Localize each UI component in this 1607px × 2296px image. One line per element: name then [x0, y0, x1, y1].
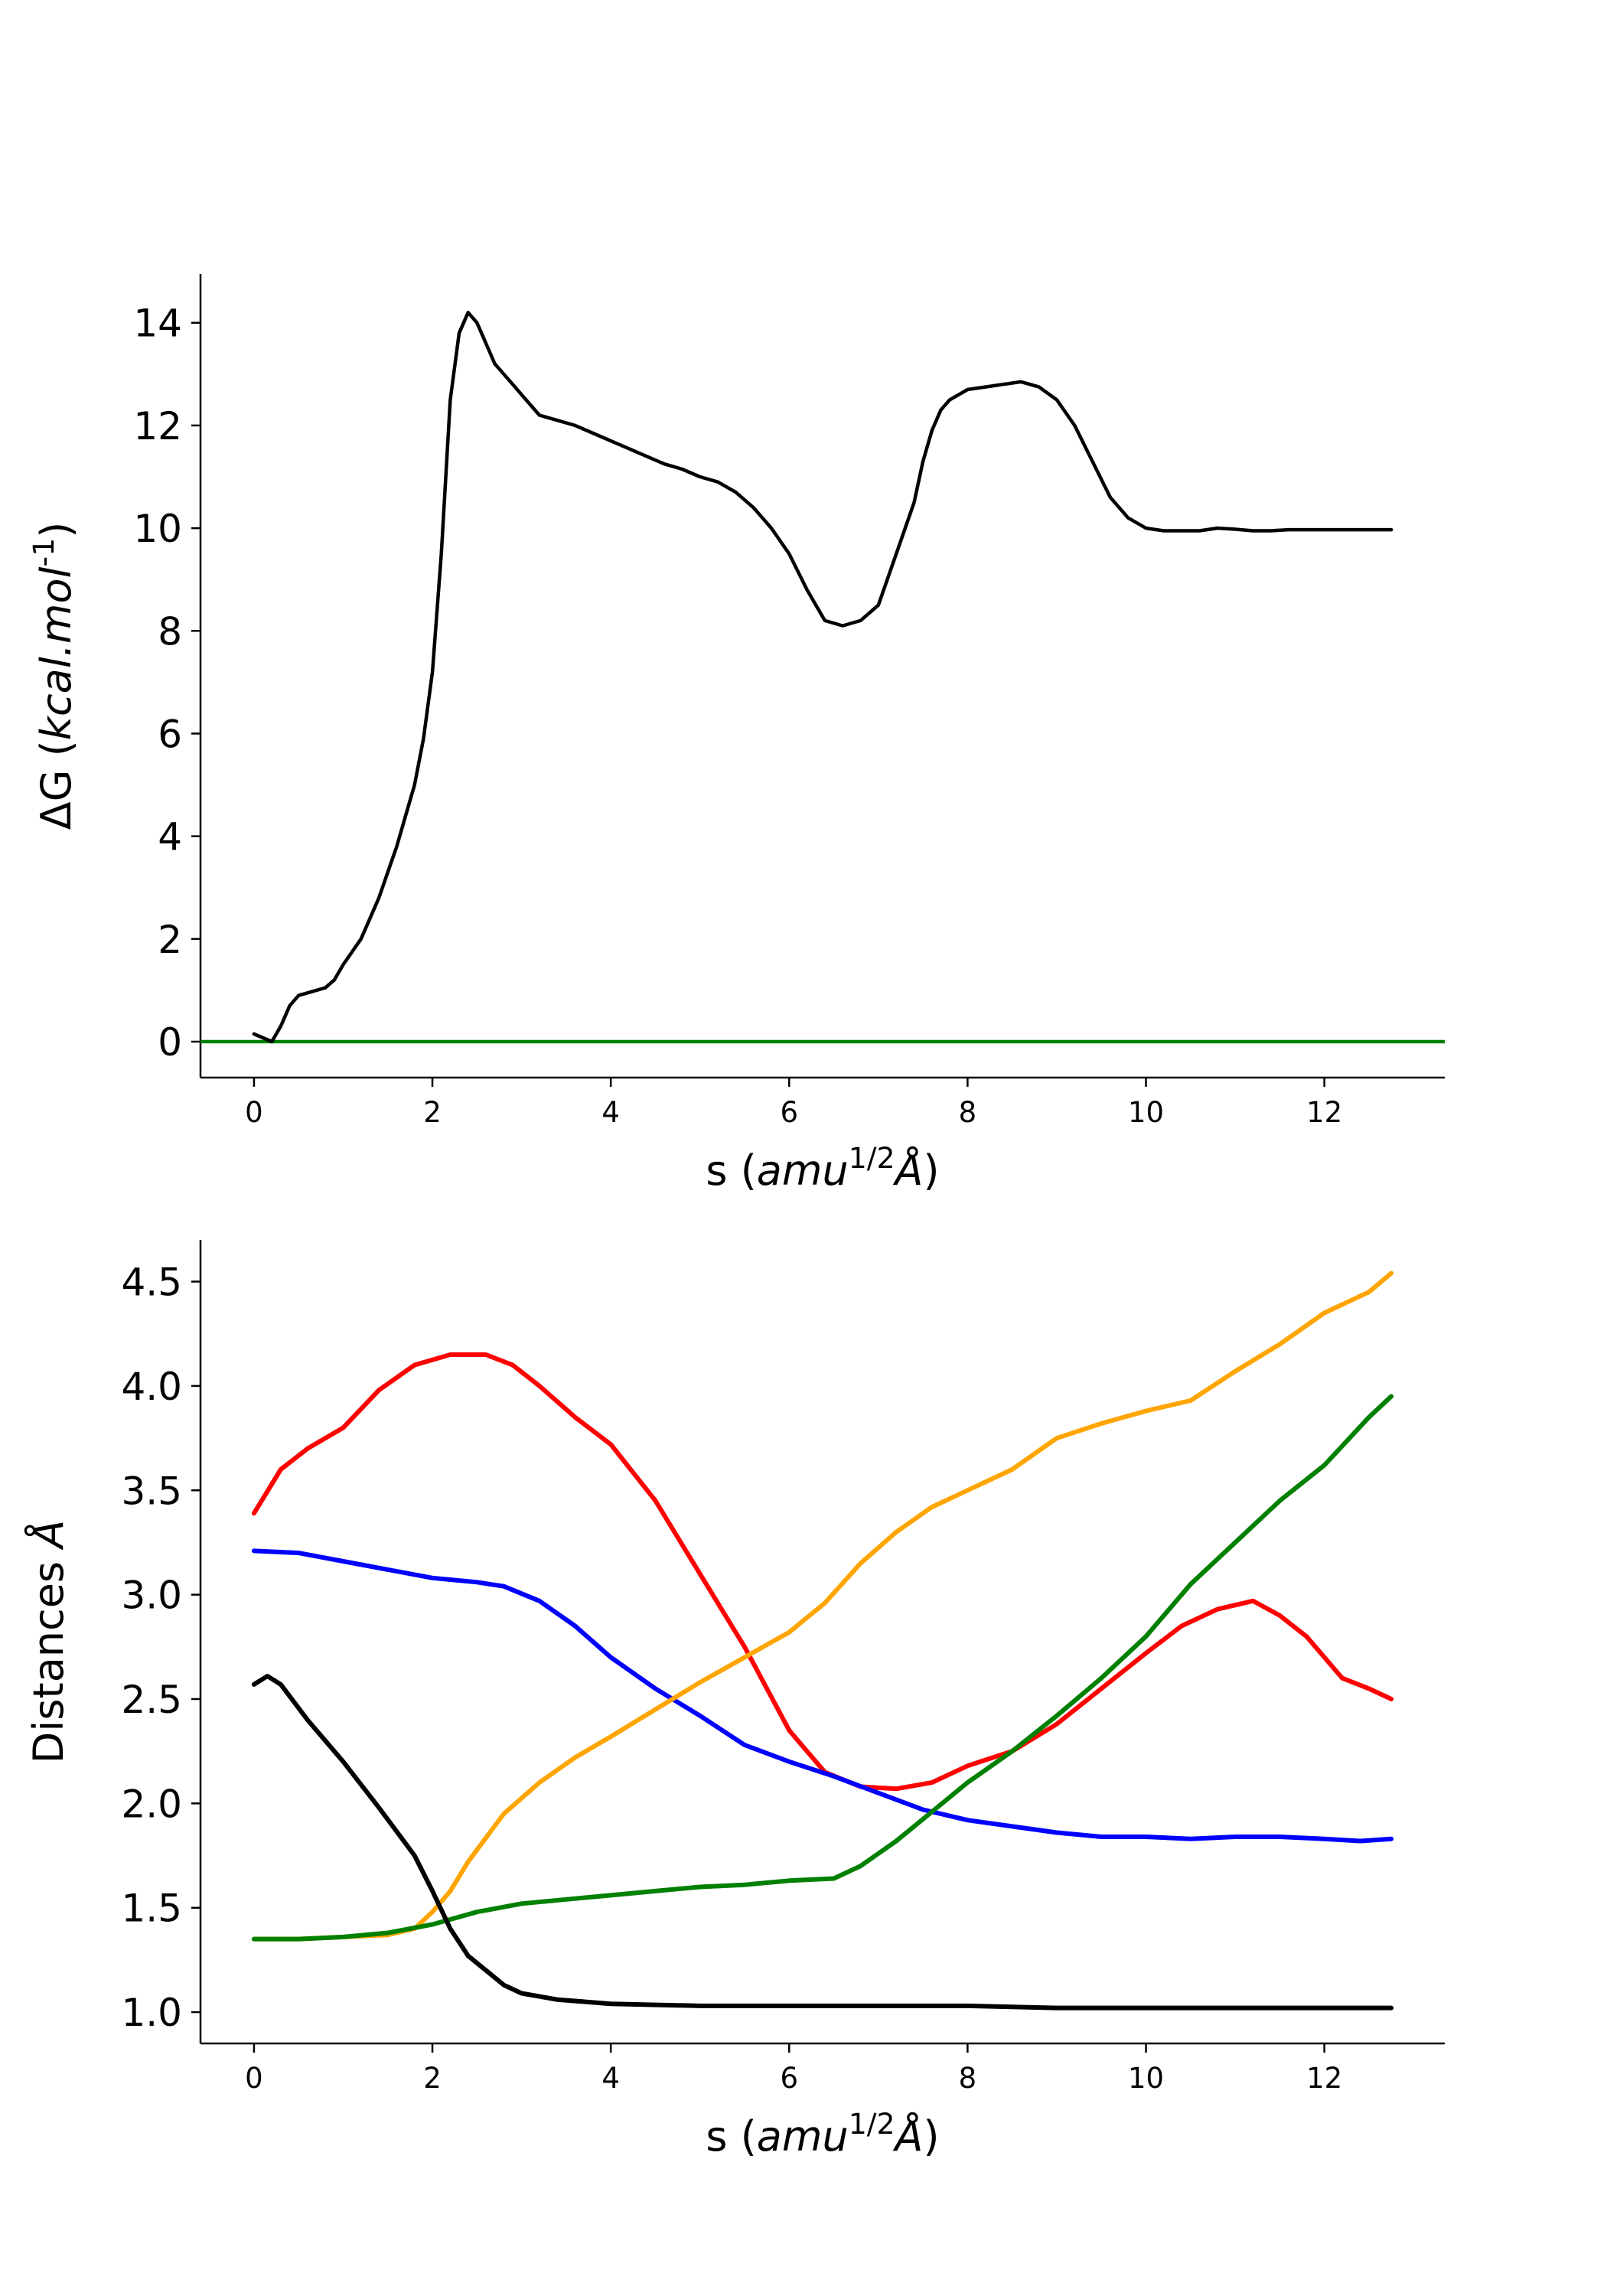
y-tick-label: 10	[133, 507, 182, 551]
x-tick-label: 8	[959, 2062, 977, 2095]
free-energy-chart: 0 2 4 6 8 10 12 14 0 2 4 6 8 10 12 s (amu1/2Å) ΔG (kcal.…	[27, 274, 1445, 1195]
x-tick-label: 8	[959, 1096, 977, 1129]
x-tick-label: 12	[1306, 1096, 1342, 1129]
x-tick-label: 2	[423, 2062, 442, 2095]
x-tick-label: 2	[423, 1096, 442, 1129]
y-tick-label: 4	[158, 815, 182, 859]
y-tick-label: 1.0	[121, 1991, 182, 2035]
y-tick-label: 0	[158, 1020, 182, 1065]
y-tick-label: 3.0	[121, 1574, 182, 1618]
y-axis-label: ΔG (kcal.mol-1)	[27, 522, 80, 830]
series-line-0	[252, 311, 1393, 1044]
y-axis-label: Distances Å	[24, 1520, 73, 1763]
x-tick-label: 4	[601, 2062, 620, 2095]
y-tick-label: 1.5	[121, 1887, 182, 1931]
x-tick-label: 10	[1128, 1096, 1164, 1129]
y-tick-label: 4.0	[121, 1365, 182, 1409]
x-tick-label: 12	[1306, 2062, 1342, 2095]
y-tick-label: 4.5	[121, 1261, 182, 1305]
x-tick-label: 0	[245, 1096, 263, 1129]
x-tick-label: 10	[1128, 2062, 1164, 2095]
y-tick-label: 3.5	[121, 1469, 182, 1513]
y-tick-label: 2.0	[121, 1782, 182, 1826]
x-axis-label: s (amu1/2Å)	[706, 2107, 939, 2161]
x-tick-label: 4	[601, 1096, 620, 1129]
series-line-3	[251, 1394, 1394, 1942]
series-line-2	[251, 1270, 1394, 1942]
y-tick-label: 12	[133, 404, 182, 448]
y-tick-label: 2.5	[121, 1678, 182, 1722]
y-tick-label: 2	[158, 918, 182, 962]
x-tick-label: 6	[781, 1096, 799, 1129]
x-axis-label: s (amu1/2Å)	[706, 1141, 939, 1195]
x-tick-label: 0	[245, 2062, 263, 2095]
y-tick-label: 8	[158, 609, 182, 654]
series-line-0	[251, 1352, 1394, 1792]
series-line-1	[251, 1548, 1394, 1844]
x-tick-label: 6	[781, 2062, 799, 2095]
distances-chart: 1.0 1.5 2.0 2.5 3.0 3.5 4.0 4.5 0 2 4 6 8 10 12 s (amu1…	[24, 1240, 1445, 2161]
y-tick-label: 6	[158, 712, 182, 756]
series-line-4	[251, 1674, 1394, 2011]
y-tick-label: 14	[133, 302, 182, 346]
